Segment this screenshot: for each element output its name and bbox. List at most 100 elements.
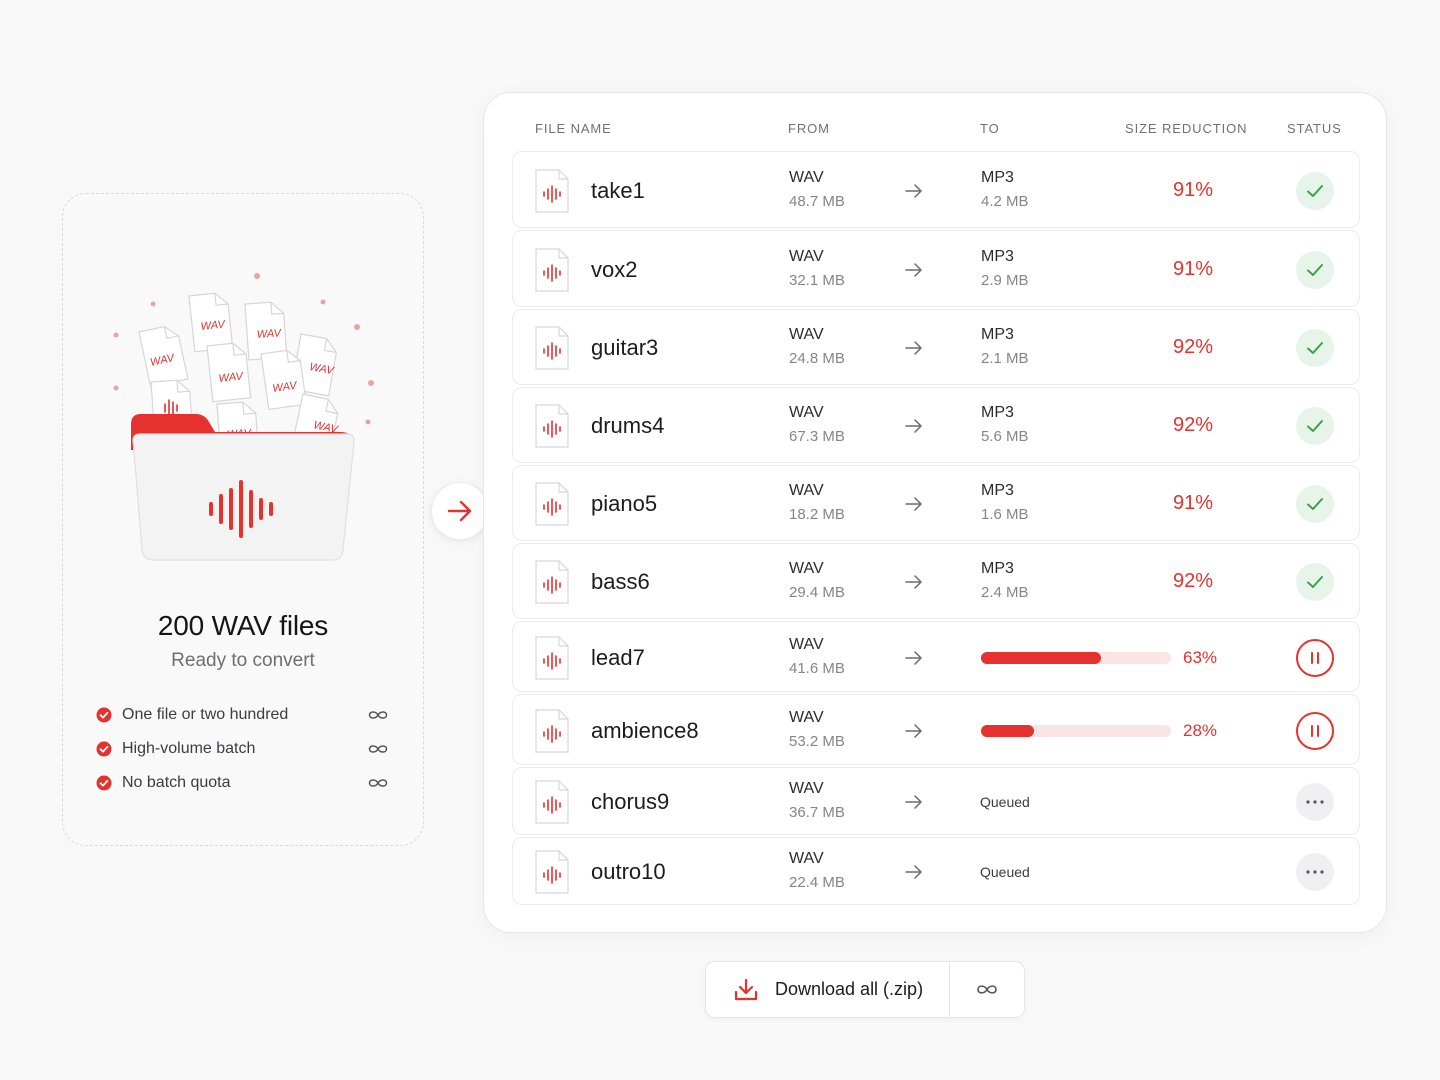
from-format: WAV [789, 850, 824, 867]
audio-file-icon [535, 404, 569, 448]
to-format: MP3 [981, 326, 1014, 343]
file-name: bass6 [591, 569, 650, 594]
size-reduction: 92% [1173, 570, 1214, 592]
to-format: MP3 [981, 168, 1014, 186]
infinity-icon [368, 779, 388, 787]
file-name: guitar3 [591, 335, 659, 360]
size-reduction: 91% [1173, 178, 1214, 201]
table-row[interactable]: outro10 WAV 22.4 MB Queued [512, 837, 1360, 905]
status-done-badge [1296, 485, 1334, 523]
size-reduction: 91% [1173, 492, 1214, 514]
status-done-badge [1296, 563, 1334, 601]
pause-button[interactable] [1296, 711, 1334, 750]
table-row[interactable]: vox2 WAV 32.1 MB MP3 2.9 MB 91% [512, 230, 1360, 307]
from-format: WAV [789, 708, 824, 726]
progress-fill [981, 724, 1035, 737]
from-format: WAV [789, 326, 824, 343]
svg-text:WAV: WAV [218, 370, 245, 385]
table-row[interactable]: piano5 WAV 18.2 MB MP3 1.6 MB 91% [512, 465, 1360, 541]
file-name: ambience8 [591, 717, 699, 743]
progress-fill [981, 651, 1101, 664]
check-icon [1307, 576, 1323, 588]
pause-button[interactable] [1296, 638, 1334, 677]
feature-list: One file or two hundred High-volume batch… [96, 698, 389, 800]
progress-bar [981, 651, 1171, 664]
batch-title: 200 WAV files [157, 610, 329, 641]
from-size: 18.2 MB [789, 506, 845, 523]
feature-item: One file or two hundred [96, 698, 389, 732]
to-format: MP3 [981, 247, 1014, 265]
to-format: MP3 [981, 560, 1014, 577]
file-name: vox2 [591, 256, 638, 282]
svg-text:WAV: WAV [256, 327, 283, 341]
header-file-name: FILE NAME [535, 121, 612, 136]
to-size: 2.4 MB [981, 584, 1029, 601]
check-icon [1307, 498, 1323, 510]
file-name: chorus9 [591, 789, 670, 814]
table-row[interactable]: take1 WAV 48.7 MB MP3 4.2 MB 91% [512, 151, 1360, 228]
more-options-button[interactable] [1296, 853, 1334, 891]
from-format: WAV [789, 780, 824, 797]
header-from: FROM [788, 121, 830, 136]
check-icon [1307, 263, 1323, 276]
status-done-badge [1296, 407, 1334, 445]
infinity-icon [368, 711, 388, 719]
to-size: 5.6 MB [981, 428, 1029, 445]
from-format: WAV [789, 168, 824, 186]
audio-file-icon [535, 850, 569, 894]
audio-file-icon [535, 168, 569, 213]
download-unlimited[interactable] [950, 962, 1024, 1017]
feature-item: High-volume batch [96, 732, 389, 766]
status-done-badge [1296, 250, 1334, 289]
arrow-right-icon [905, 341, 922, 355]
download-bar: Download all (.zip) [705, 961, 1025, 1018]
header-size-reduction: SIZE REDUCTION [1125, 121, 1248, 136]
infinity-icon [368, 745, 388, 753]
progress-percent: 28% [1183, 720, 1218, 740]
audio-file-icon [535, 708, 569, 753]
to-format: MP3 [981, 482, 1014, 499]
table-row[interactable]: chorus9 WAV 36.7 MB Queued [512, 767, 1360, 835]
from-size: 48.7 MB [789, 192, 845, 210]
check-icon [1307, 420, 1323, 432]
status-done-badge [1296, 171, 1334, 210]
arrow-right-icon [905, 575, 922, 589]
upload-panel[interactable]: WAV WAV WAV WAV WAV WAV WAV WAV 200 WAV … [62, 193, 424, 846]
size-reduction: 91% [1173, 257, 1214, 280]
convert-arrow-button[interactable] [431, 482, 489, 540]
table-row[interactable]: bass6 WAV 29.4 MB MP3 2.4 MB 92% [512, 543, 1360, 619]
more-options-button[interactable] [1296, 783, 1334, 821]
download-all-button[interactable]: Download all (.zip) [706, 962, 950, 1017]
size-reduction: 92% [1173, 336, 1214, 358]
audio-file-icon [535, 482, 569, 526]
audio-file-icon [535, 326, 569, 370]
conversion-table: FILE NAME FROM TO SIZE REDUCTION STATUS … [483, 92, 1387, 933]
download-icon [734, 978, 758, 1000]
from-format: WAV [789, 247, 824, 265]
arrow-right-icon [905, 497, 922, 511]
to-size: 2.1 MB [981, 350, 1029, 367]
table-row[interactable]: guitar3 WAV 24.8 MB MP3 2.1 MB 92% [512, 309, 1360, 385]
wav-folder-illustration: WAV WAV WAV WAV WAV WAV WAV WAV [113, 273, 374, 561]
file-name: take1 [591, 177, 645, 203]
from-size: 41.6 MB [789, 659, 845, 677]
table-header: FILE NAME FROM TO SIZE REDUCTION STATUS [484, 121, 1386, 137]
queued-status: Queued [980, 864, 1030, 880]
from-size: 32.1 MB [789, 271, 845, 289]
table-row[interactable]: ambience8 WAV 53.2 MB 28% [512, 694, 1360, 765]
status-done-badge [1296, 329, 1334, 367]
table-row[interactable]: lead7 WAV 41.6 MB 63% [512, 621, 1360, 692]
batch-subtitle: Ready to convert [171, 650, 315, 671]
arrow-right-icon [905, 183, 922, 198]
pause-icon [1311, 724, 1319, 737]
check-circle-icon [96, 741, 112, 757]
from-size: 36.7 MB [789, 804, 845, 821]
check-circle-icon [96, 707, 112, 723]
arrow-right-icon [905, 419, 922, 433]
more-dots-icon [1306, 800, 1324, 804]
from-format: WAV [789, 560, 824, 577]
feature-label: One file or two hundred [122, 706, 289, 723]
to-size: 1.6 MB [981, 506, 1029, 523]
table-row[interactable]: drums4 WAV 67.3 MB MP3 5.6 MB 92% [512, 387, 1360, 463]
feature-label: No batch quota [122, 774, 231, 791]
